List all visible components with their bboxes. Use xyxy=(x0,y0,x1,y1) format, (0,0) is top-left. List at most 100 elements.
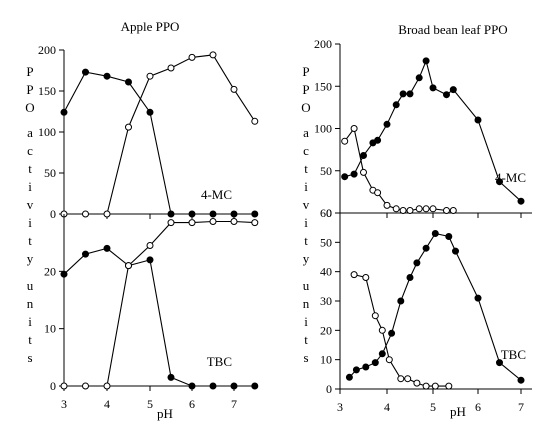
data-point-open xyxy=(350,125,358,132)
data-point-filled xyxy=(167,210,175,218)
x-tick-label: 4 xyxy=(384,400,390,414)
data-point-open xyxy=(230,85,238,93)
data-point-open xyxy=(385,356,393,364)
apple-ppo-title: Apple PPO xyxy=(121,19,180,34)
y-tick-label: 50 xyxy=(320,235,332,249)
y-tick-label: 10 xyxy=(44,322,56,336)
data-point-filled xyxy=(146,108,154,116)
ylabel-letter: t xyxy=(304,332,308,347)
y-tick-label: 0 xyxy=(50,207,56,221)
ylabel-letter: u xyxy=(303,278,310,293)
ylabel-letter: i xyxy=(28,179,32,194)
data-point-open xyxy=(362,274,370,281)
data-point-filled xyxy=(474,294,482,302)
y-tick-label: 50 xyxy=(44,166,56,180)
data-point-open xyxy=(374,189,382,197)
series-line-filled xyxy=(63,247,255,387)
series-line-open xyxy=(64,54,256,215)
data-point-open xyxy=(371,312,379,320)
data-point-open xyxy=(103,382,111,390)
data-point-filled xyxy=(341,173,349,181)
data-point-filled xyxy=(167,373,175,381)
data-point-filled xyxy=(378,350,386,358)
ylabel-letter: t xyxy=(28,233,32,248)
data-point-open xyxy=(443,207,450,214)
data-point-open xyxy=(422,205,430,213)
data-point-open xyxy=(378,326,386,334)
data-point-filled xyxy=(362,363,370,371)
ylabel-letter: O xyxy=(301,100,310,115)
data-point-filled xyxy=(517,197,525,205)
ylabel-letter: y xyxy=(27,251,34,266)
data-point-filled xyxy=(374,136,382,144)
data-point-open xyxy=(445,382,453,390)
ylabel-letter: P xyxy=(26,82,33,97)
data-point-open xyxy=(413,379,421,387)
data-point-filled xyxy=(103,72,111,80)
data-point-filled xyxy=(443,91,450,99)
ylabel-letter: y xyxy=(303,251,310,266)
data-point-filled xyxy=(345,373,353,381)
data-point-open xyxy=(397,375,405,383)
ylabel-letter: t xyxy=(28,332,32,347)
series-line-open xyxy=(64,220,255,387)
data-point-filled xyxy=(146,256,154,264)
data-point-filled xyxy=(496,359,503,367)
ylabel-letter: n xyxy=(27,296,34,311)
data-point-filled xyxy=(251,210,259,218)
y-tick-label: 20 xyxy=(44,264,56,278)
data-point-open xyxy=(146,72,154,80)
data-point-open xyxy=(125,123,132,131)
ylabel-letter: v xyxy=(27,197,34,212)
y-tick-label: 0 xyxy=(50,379,56,393)
series-line-filled xyxy=(349,232,522,381)
y-tick-label: 100 xyxy=(38,125,56,139)
data-point-filled xyxy=(82,68,89,76)
data-point-filled xyxy=(352,366,360,374)
ylabel-letter: i xyxy=(304,314,308,329)
x-tick-label: 7 xyxy=(231,397,237,411)
data-point-filled xyxy=(60,108,68,116)
bean-tbc-panel: 0 10 20 30 40 50 60 3 4 5 6 7 pH TBC xyxy=(320,206,532,419)
y-tick-label: 150 xyxy=(314,79,332,93)
x-axis-label: pH xyxy=(450,404,466,419)
data-point-filled xyxy=(103,244,111,252)
data-point-filled xyxy=(399,90,407,98)
ylabel-letter: P xyxy=(302,82,309,97)
data-point-filled xyxy=(474,116,482,124)
data-point-open xyxy=(125,262,132,270)
data-point-filled xyxy=(188,382,196,390)
ylabel-letter: i xyxy=(304,215,308,230)
data-point-filled xyxy=(350,170,358,178)
ylabel-letter: n xyxy=(303,296,310,311)
apple-4mc-panel: 0 50 100 150 200 4-MC xyxy=(38,43,259,221)
ylabel-letter: i xyxy=(28,314,32,329)
series-line-open xyxy=(344,127,454,212)
y-tick-label: 30 xyxy=(320,294,332,308)
data-point-open xyxy=(167,64,175,72)
data-point-filled xyxy=(383,120,391,128)
ylabel-letter: u xyxy=(27,278,34,293)
data-point-filled xyxy=(251,382,259,390)
data-point-filled xyxy=(388,329,396,337)
y-tick-label: 40 xyxy=(320,265,332,279)
series-annotation: TBC xyxy=(501,347,526,362)
data-point-filled xyxy=(82,250,89,258)
data-point-open xyxy=(422,382,430,390)
x-tick-label: 5 xyxy=(430,400,436,414)
data-point-open xyxy=(406,207,414,214)
ylabel-letter: O xyxy=(25,100,34,115)
ylabel-letter: c xyxy=(303,143,309,158)
ylabel-letter: P xyxy=(302,64,309,79)
data-point-open xyxy=(60,382,68,390)
data-point-filled xyxy=(452,247,459,255)
ylabel-letter: P xyxy=(26,64,33,79)
ylabel-letter: i xyxy=(304,179,308,194)
y-tick-label: 200 xyxy=(314,37,332,51)
ylabel-letter: s xyxy=(27,350,32,365)
data-point-open xyxy=(341,137,349,145)
data-point-open xyxy=(399,207,407,214)
